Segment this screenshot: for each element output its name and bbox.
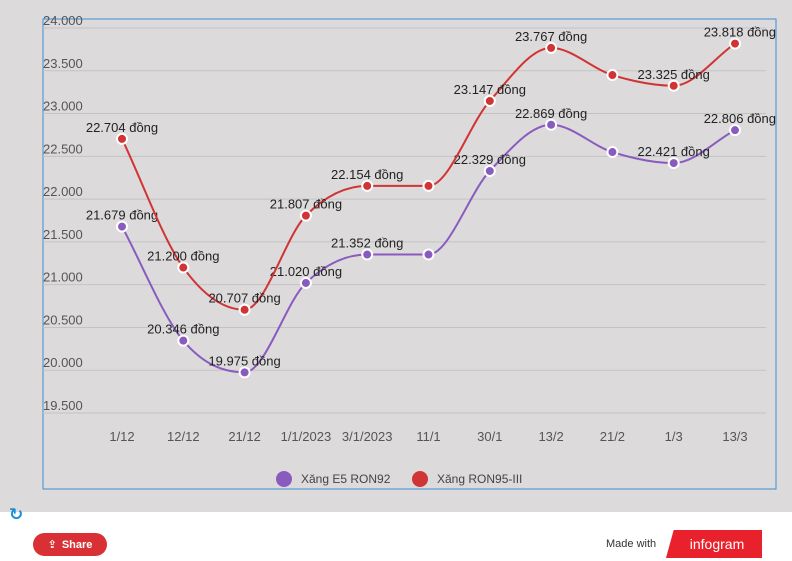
data-point [606,146,619,159]
data-label: 22.869 đồng [515,106,587,121]
legend-marker [412,471,428,487]
data-point [729,37,741,50]
y-tick-label: 19.500 [43,398,83,413]
data-point [116,220,128,233]
series-line [121,42,736,311]
data-label: 23.818 đồng [704,25,776,40]
data-label: 22.806 đồng [704,111,776,126]
x-tick-label: 1/1/2023 [281,429,332,444]
x-tick-label: 13/2 [538,429,563,444]
data-point [422,179,435,192]
data-label: 21.679 đồng [86,208,158,223]
data-label: 21.807 đồng [270,197,342,212]
x-tick-label: 12/12 [167,429,200,444]
data-label: 23.325 đồng [638,67,710,82]
reload-icon[interactable]: ↻ [9,505,24,525]
data-label: 22.154 đồng [331,167,403,182]
data-point [422,248,435,261]
x-tick-label: 3/1/2023 [342,429,393,444]
data-label: 23.767 đồng [515,29,587,44]
data-label: 21.352 đồng [331,236,403,251]
data-label: 21.020 đồng [270,264,342,279]
y-tick-label: 21.500 [43,227,83,242]
share-label: Share [61,538,93,551]
y-tick-label: 20.000 [43,355,83,370]
data-point [667,79,680,92]
made-with-text: Made with [606,538,657,550]
data-point [238,366,251,379]
data-point [116,132,128,145]
share-icon: ⇪ [47,538,57,551]
data-label: 21.200 đồng [147,249,219,264]
x-tick-label: 30/1 [477,429,502,444]
data-label: 22.704 đồng [86,120,158,135]
x-tick-label: 13/3 [722,429,747,444]
y-tick-label: 23.000 [43,99,83,114]
chart-frame [42,18,777,490]
data-point [177,261,190,274]
data-point [606,69,619,82]
data-label: 23.147 đồng [454,82,526,97]
legend-label: Xăng RON95-III [437,472,522,486]
data-point [177,334,190,347]
x-tick-label: 21/2 [600,429,625,444]
data-label: 22.329 đồng [454,152,526,167]
data-point [238,303,251,316]
legend-marker [276,471,292,487]
y-tick-label: 24.000 [43,13,83,28]
x-tick-label: 1/12 [109,429,134,444]
x-tick-label: 11/1 [416,429,440,444]
x-tick-label: 21/12 [228,429,261,444]
data-label: 20.707 đồng [208,291,280,306]
data-point [729,124,741,137]
line-chart: 24.000 23.500 23.000 22.500 22.000 21.500 21.0… [42,13,777,490]
data-point [667,157,680,170]
data-point [545,41,558,54]
y-tick-label: 21.000 [43,270,83,285]
data-point [361,179,374,192]
data-point [483,94,496,107]
data-point [361,248,374,261]
x-tick-label: 1/3 [665,429,683,444]
chart-area: 24.000 23.500 23.000 22.500 22.000 21.500 21.0… [0,0,792,512]
data-point [299,209,312,222]
data-point [299,276,312,289]
data-point [483,164,496,177]
data-label: 22.421 đồng [638,144,710,159]
legend-label: Xăng E5 RON92 [301,472,391,486]
data-label: 20.346 đồng [147,322,219,337]
y-tick-label: 23.500 [43,56,83,71]
y-tick-label: 22.000 [43,184,83,199]
infogram-logo[interactable]: infogram [666,530,762,558]
share-button[interactable]: ⇪ Share [33,533,107,556]
data-label: 19.975 đồng [208,353,280,368]
data-point [545,118,558,131]
y-tick-label: 22.500 [43,141,83,156]
y-tick-label: 20.500 [43,312,83,327]
